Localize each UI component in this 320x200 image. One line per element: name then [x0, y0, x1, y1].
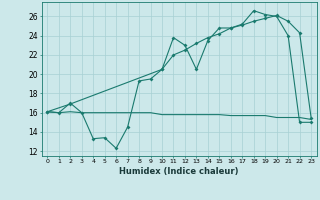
X-axis label: Humidex (Indice chaleur): Humidex (Indice chaleur) [119, 167, 239, 176]
